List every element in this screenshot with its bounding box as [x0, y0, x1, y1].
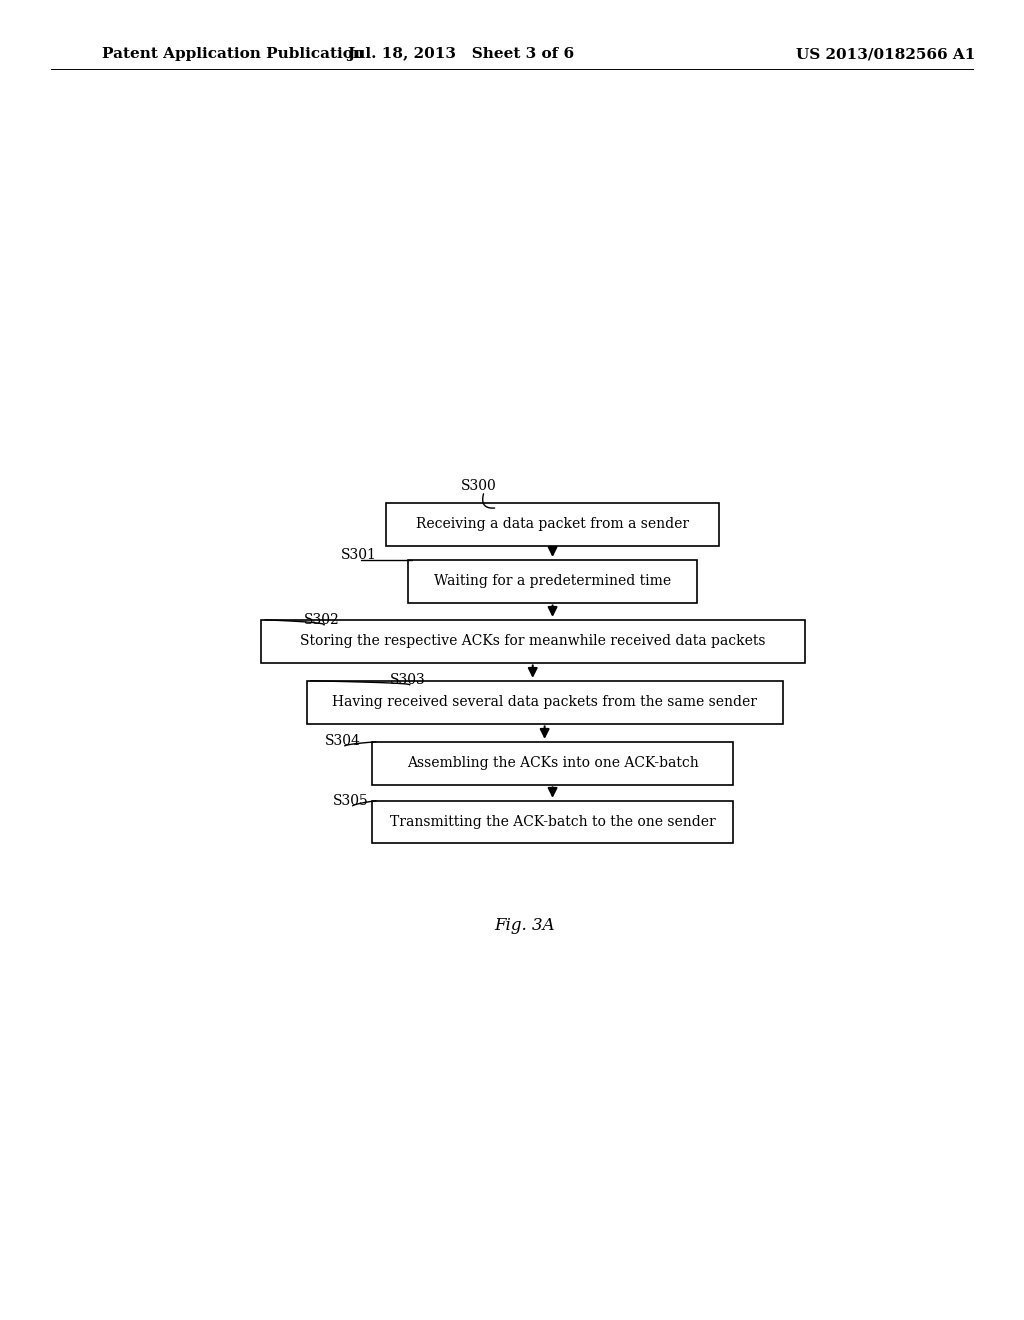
Bar [372, 801, 733, 843]
Text: S305: S305 [333, 793, 369, 808]
Bar [408, 560, 697, 602]
Text: Having received several data packets from the same sender: Having received several data packets fro… [332, 696, 757, 709]
Text: S301: S301 [341, 548, 377, 562]
Text: US 2013/0182566 A1: US 2013/0182566 A1 [796, 48, 976, 61]
Text: Receiving a data packet from a sender: Receiving a data packet from a sender [416, 517, 689, 532]
Text: S302: S302 [304, 612, 340, 627]
Text: Jul. 18, 2013   Sheet 3 of 6: Jul. 18, 2013 Sheet 3 of 6 [347, 48, 574, 61]
Text: S304: S304 [325, 734, 360, 748]
Text: S300: S300 [461, 479, 497, 492]
Bar [372, 742, 733, 784]
Bar [386, 503, 719, 545]
Text: Waiting for a predetermined time: Waiting for a predetermined time [434, 574, 671, 589]
Bar [261, 620, 805, 663]
Text: Patent Application Publication: Patent Application Publication [102, 48, 365, 61]
Text: Storing the respective ACKs for meanwhile received data packets: Storing the respective ACKs for meanwhil… [300, 634, 766, 648]
Text: Fig. 3A: Fig. 3A [495, 917, 555, 935]
Text: Transmitting the ACK-batch to the one sender: Transmitting the ACK-batch to the one se… [390, 816, 716, 829]
Text: Assembling the ACKs into one ACK-batch: Assembling the ACKs into one ACK-batch [407, 756, 698, 770]
Text: S303: S303 [390, 673, 426, 686]
Bar [306, 681, 782, 723]
